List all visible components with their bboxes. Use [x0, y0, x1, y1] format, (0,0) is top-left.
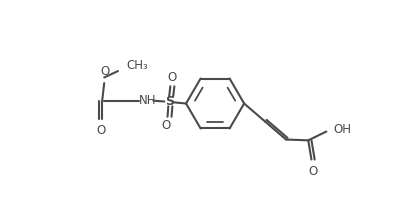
Text: O: O — [308, 165, 317, 178]
Text: O: O — [96, 124, 105, 137]
Text: O: O — [167, 70, 177, 84]
Text: CH₃: CH₃ — [126, 59, 147, 72]
Text: OH: OH — [333, 123, 351, 136]
Text: O: O — [100, 65, 109, 78]
Text: NH: NH — [138, 94, 156, 107]
Text: S: S — [164, 95, 173, 108]
Text: O: O — [161, 119, 170, 133]
